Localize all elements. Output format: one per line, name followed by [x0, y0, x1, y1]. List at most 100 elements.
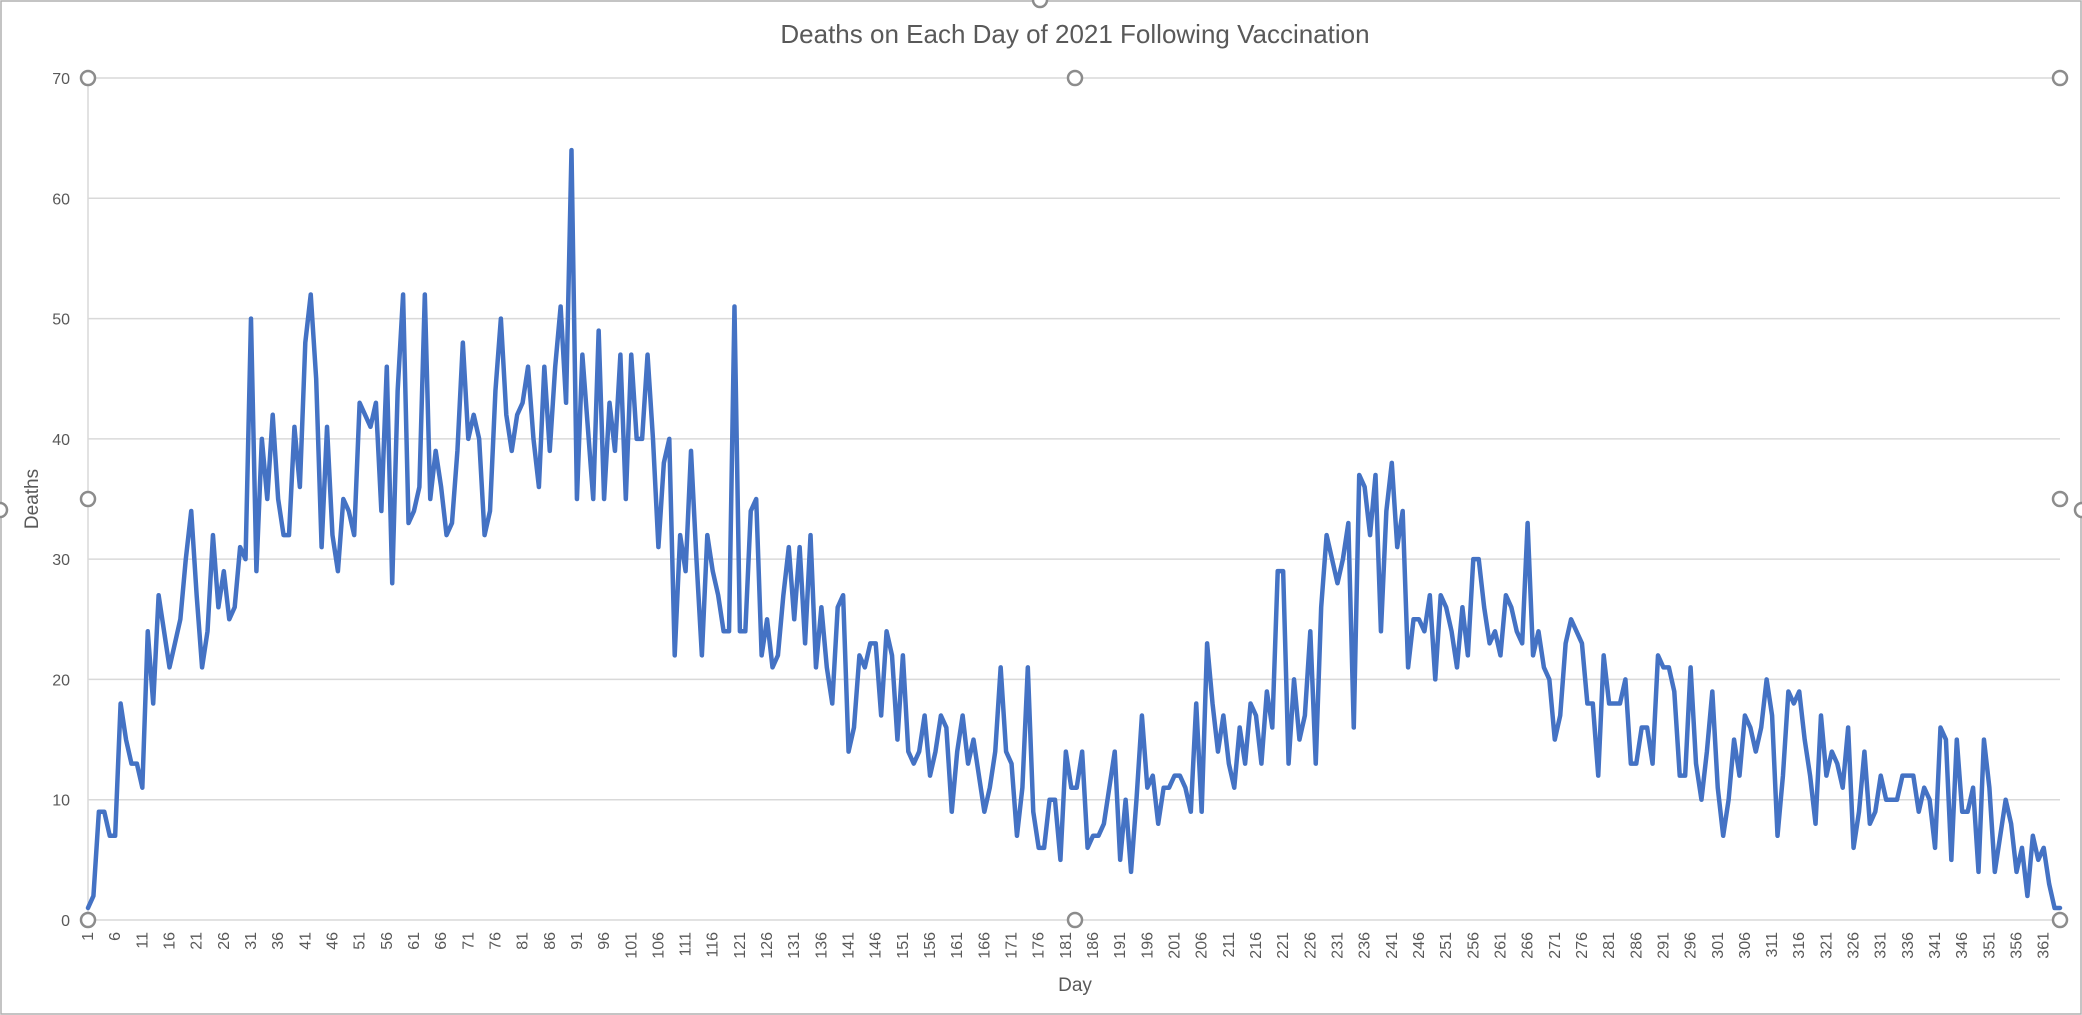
resize-handle-left[interactable]	[79, 490, 97, 508]
chart-handle-top[interactable]	[1031, 0, 1049, 9]
x-tick-label: 331	[1873, 932, 1890, 959]
plot-area-handles	[0, 0, 2082, 929]
x-tick-label: 186	[1085, 932, 1102, 959]
x-tick-label: 11	[134, 932, 151, 949]
x-tick-label: 286	[1628, 932, 1645, 959]
x-tick-label: 321	[1818, 932, 1835, 959]
x-tick-label: 121	[732, 932, 749, 959]
x-tick-label: 306	[1737, 932, 1754, 959]
x-tick-label: 216	[1248, 932, 1265, 959]
resize-handle-top-left[interactable]	[79, 69, 97, 87]
x-tick-label: 291	[1655, 932, 1672, 959]
x-axis-ticks: 1 6 11 16 21 26 31 36 41 46 51 56 61 66 71 76 81 86 91 96 10…	[80, 932, 2053, 959]
x-tick-label: 46	[324, 932, 341, 950]
x-tick-label: 301	[1710, 932, 1727, 959]
chart-handle-right[interactable]	[2073, 501, 2082, 519]
x-tick-label: 336	[1900, 932, 1917, 959]
x-tick-label: 131	[786, 932, 803, 959]
x-tick-label: 221	[1275, 932, 1292, 959]
x-tick-label: 161	[949, 932, 966, 959]
resize-handle-bottom[interactable]	[1066, 911, 1084, 929]
x-tick-label: 86	[542, 932, 559, 950]
y-tick-label: 60	[52, 191, 70, 208]
y-tick-label: 20	[52, 672, 70, 689]
resize-handle-top[interactable]	[1066, 69, 1084, 87]
x-tick-label: 106	[650, 932, 667, 959]
series-layer	[85, 147, 2063, 911]
x-tick-label: 1	[80, 932, 97, 941]
x-tick-label: 171	[1004, 932, 1021, 959]
x-tick-label: 281	[1601, 932, 1618, 959]
gridlines	[87, 77, 2060, 921]
x-tick-label: 256	[1465, 932, 1482, 959]
x-tick-label: 26	[216, 932, 233, 950]
x-tick-label: 181	[1058, 932, 1075, 959]
x-tick-label: 201	[1167, 932, 1184, 959]
x-tick-label: 91	[569, 932, 586, 950]
chart-handle-left[interactable]	[0, 501, 9, 519]
y-axis-ticks: 0 10 20 30 40 50 60 70	[52, 71, 70, 930]
x-tick-label: 156	[922, 932, 939, 959]
y-tick-label: 70	[52, 71, 70, 88]
x-tick-label: 346	[1954, 932, 1971, 959]
x-tick-label: 126	[759, 932, 776, 959]
x-tick-label: 36	[270, 932, 287, 950]
x-tick-label: 356	[2009, 932, 2026, 959]
resize-handle-top-right[interactable]	[2051, 69, 2069, 87]
x-tick-label: 196	[1139, 932, 1156, 959]
x-tick-label: 56	[379, 932, 396, 950]
x-tick-label: 6	[107, 932, 124, 941]
x-tick-label: 351	[1981, 932, 1998, 959]
x-tick-label: 361	[2036, 932, 2053, 959]
resize-handle-bottom-right[interactable]	[2051, 911, 2069, 929]
x-tick-label: 211	[1221, 932, 1238, 958]
x-tick-label: 271	[1547, 932, 1564, 959]
x-tick-label: 76	[487, 932, 504, 950]
x-tick-label: 341	[1927, 932, 1944, 959]
x-tick-label: 296	[1683, 932, 1700, 959]
x-tick-label: 311	[1764, 932, 1781, 958]
x-tick-label: 146	[868, 932, 885, 959]
x-tick-label: 226	[1302, 932, 1319, 959]
x-tick-label: 231	[1329, 932, 1346, 959]
x-tick-label: 111	[678, 932, 695, 956]
x-tick-label: 61	[406, 932, 423, 950]
x-tick-label: 21	[189, 932, 206, 950]
x-tick-label: 66	[433, 932, 450, 950]
x-tick-label: 236	[1357, 932, 1374, 959]
y-tick-label: 0	[61, 913, 70, 930]
x-tick-label: 141	[841, 932, 858, 959]
x-tick-label: 251	[1438, 932, 1455, 959]
y-tick-label: 30	[52, 552, 70, 569]
y-tick-label: 10	[52, 793, 70, 810]
x-tick-label: 176	[1031, 932, 1048, 959]
x-tick-label: 41	[297, 932, 314, 950]
x-tick-label: 166	[976, 932, 993, 959]
x-tick-label: 136	[813, 932, 830, 959]
chart-title: Deaths on Each Day of 2021 Following Vac…	[780, 19, 1369, 49]
deaths-series-line[interactable]	[85, 147, 2063, 911]
x-tick-label: 151	[895, 932, 912, 959]
x-tick-label: 326	[1846, 932, 1863, 959]
resize-handle-bottom-left[interactable]	[79, 911, 97, 929]
y-tick-label: 50	[52, 312, 70, 329]
y-axis-title: Deaths	[22, 469, 43, 529]
x-tick-label: 276	[1574, 932, 1591, 959]
x-tick-label: 241	[1384, 932, 1401, 959]
x-tick-label: 31	[243, 932, 260, 950]
y-tick-label: 40	[52, 432, 70, 449]
x-tick-label: 206	[1194, 932, 1211, 959]
x-tick-label: 246	[1411, 932, 1428, 959]
x-tick-label: 266	[1520, 932, 1537, 959]
resize-handle-right[interactable]	[2051, 490, 2069, 508]
x-axis-title: Day	[1058, 975, 1092, 996]
x-tick-label: 261	[1492, 932, 1509, 959]
x-tick-label: 81	[515, 932, 532, 950]
x-tick-label: 71	[460, 932, 477, 950]
x-tick-label: 191	[1112, 932, 1129, 959]
x-tick-label: 51	[352, 932, 369, 950]
x-tick-label: 101	[623, 932, 640, 959]
x-tick-label: 316	[1791, 932, 1808, 959]
